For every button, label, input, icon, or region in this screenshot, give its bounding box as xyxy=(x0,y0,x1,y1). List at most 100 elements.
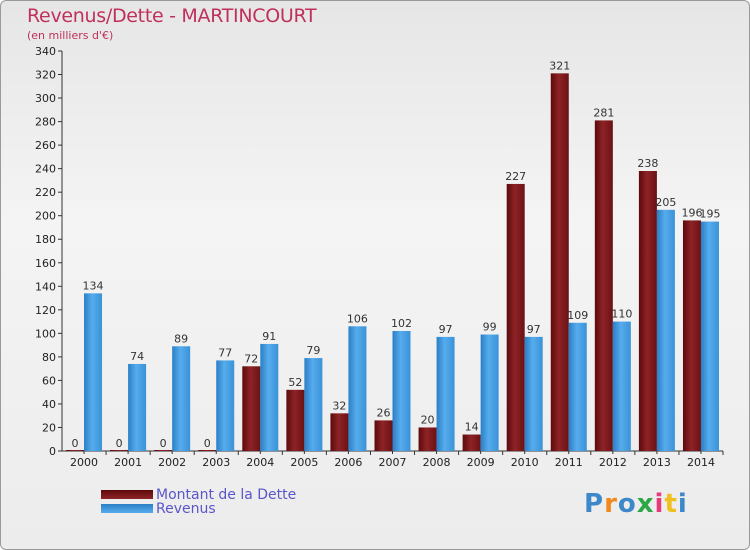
data-label-dette: 0 xyxy=(204,437,211,450)
bar-dette xyxy=(638,171,657,451)
y-tick-label: 100 xyxy=(35,327,56,340)
y-tick-label: 60 xyxy=(42,374,56,387)
chart-title: Revenus/Dette - MARTINCOURT xyxy=(27,5,317,27)
y-tick-label: 160 xyxy=(35,257,56,270)
bar-revenus xyxy=(216,360,235,451)
y-tick-label: 240 xyxy=(35,163,56,176)
data-label-revenus: 134 xyxy=(83,279,104,292)
data-label-dette: 0 xyxy=(72,437,79,450)
bar-dette xyxy=(594,120,613,451)
data-label-dette: 52 xyxy=(288,376,302,389)
y-tick-label: 300 xyxy=(35,92,56,105)
data-label-dette: 20 xyxy=(421,413,435,426)
legend-label-revenus: Revenus xyxy=(156,501,216,517)
x-tick-label: 2006 xyxy=(334,456,362,469)
bar-dette xyxy=(682,220,701,451)
bar-dette xyxy=(330,413,349,451)
x-tick-label: 2010 xyxy=(511,456,539,469)
x-tick-label: 2012 xyxy=(599,456,627,469)
bar-revenus xyxy=(260,343,279,451)
y-tick-label: 320 xyxy=(35,69,56,82)
x-tick-label: 2003 xyxy=(202,456,230,469)
y-tick-label: 140 xyxy=(35,280,56,293)
logo-letter: i xyxy=(677,489,688,519)
y-tick-label: 80 xyxy=(42,351,56,364)
bar-dette xyxy=(154,450,173,451)
bar-dette xyxy=(462,434,481,451)
data-label-dette: 0 xyxy=(116,437,123,450)
logo-letter: i xyxy=(654,489,665,519)
bar-dette xyxy=(198,450,217,451)
y-tick-label: 40 xyxy=(42,398,56,411)
bar-dette xyxy=(286,389,305,451)
x-tick-label: 2004 xyxy=(246,456,274,469)
data-label-revenus: 106 xyxy=(347,312,368,325)
bar-revenus xyxy=(84,293,103,451)
y-tick-label: 20 xyxy=(42,421,56,434)
data-label-revenus: 77 xyxy=(218,346,232,359)
x-tick-label: 2007 xyxy=(379,456,407,469)
y-tick-label: 120 xyxy=(35,304,56,317)
data-label-dette: 26 xyxy=(377,406,391,419)
bar-dette xyxy=(242,366,261,451)
data-label-revenus: 74 xyxy=(130,350,144,363)
bar-revenus xyxy=(128,363,147,451)
y-tick-label: 220 xyxy=(35,186,56,199)
data-label-revenus: 102 xyxy=(391,317,412,330)
bar-revenus xyxy=(348,326,367,451)
x-tick-label: 2013 xyxy=(643,456,671,469)
x-tick-label: 2008 xyxy=(423,456,451,469)
x-tick-label: 2001 xyxy=(114,456,142,469)
data-label-dette: 72 xyxy=(244,352,258,365)
data-label-revenus: 195 xyxy=(699,208,720,221)
bar-dette xyxy=(550,73,569,452)
data-label-revenus: 97 xyxy=(527,323,541,336)
bar-revenus xyxy=(436,336,455,451)
y-tick-label: 340 xyxy=(35,45,56,58)
data-label-dette: 227 xyxy=(505,170,526,183)
x-tick-label: 2009 xyxy=(467,456,495,469)
data-label-revenus: 205 xyxy=(655,196,676,209)
bar-revenus xyxy=(304,358,323,451)
data-label-revenus: 97 xyxy=(439,323,453,336)
bar-revenus xyxy=(172,346,191,451)
chart-bars xyxy=(66,73,719,452)
data-label-revenus: 91 xyxy=(262,330,276,343)
bar-revenus xyxy=(700,221,719,451)
legend-swatch-revenus xyxy=(101,504,153,513)
bar-revenus xyxy=(612,321,631,451)
bar-dette xyxy=(506,183,525,452)
logo-letter: P xyxy=(584,489,605,519)
legend-label-dette: Montant de la Dette xyxy=(156,487,297,503)
y-tick-label: 180 xyxy=(35,233,56,246)
y-tick-label: 280 xyxy=(35,116,56,129)
x-tick-label: 2011 xyxy=(555,456,583,469)
data-label-dette: 321 xyxy=(549,59,570,72)
data-label-revenus: 79 xyxy=(306,344,320,357)
x-tick-label: 2005 xyxy=(290,456,318,469)
bar-dette xyxy=(418,427,437,451)
x-tick-label: 2000 xyxy=(70,456,98,469)
proxiti-logo: Proxiti xyxy=(584,489,688,519)
x-tick-label: 2002 xyxy=(158,456,186,469)
y-tick-label: 260 xyxy=(35,139,56,152)
bar-dette xyxy=(110,450,129,451)
data-label-revenus: 110 xyxy=(611,308,632,321)
bar-dette xyxy=(374,420,393,451)
bar-revenus xyxy=(656,209,675,451)
x-tick-label: 2014 xyxy=(687,456,715,469)
y-tick-label: 200 xyxy=(35,210,56,223)
data-label-revenus: 109 xyxy=(567,309,588,322)
bar-revenus xyxy=(480,334,499,451)
logo-letter: t xyxy=(664,489,678,519)
logo-letter: r xyxy=(604,489,618,519)
data-label-revenus: 99 xyxy=(483,321,497,334)
logo-letter: x xyxy=(636,489,655,519)
y-tick-label: 0 xyxy=(49,445,56,458)
data-label-dette: 238 xyxy=(637,157,658,170)
data-label-dette: 0 xyxy=(160,437,167,450)
bar-revenus xyxy=(568,322,587,451)
data-label-dette: 281 xyxy=(593,106,614,119)
